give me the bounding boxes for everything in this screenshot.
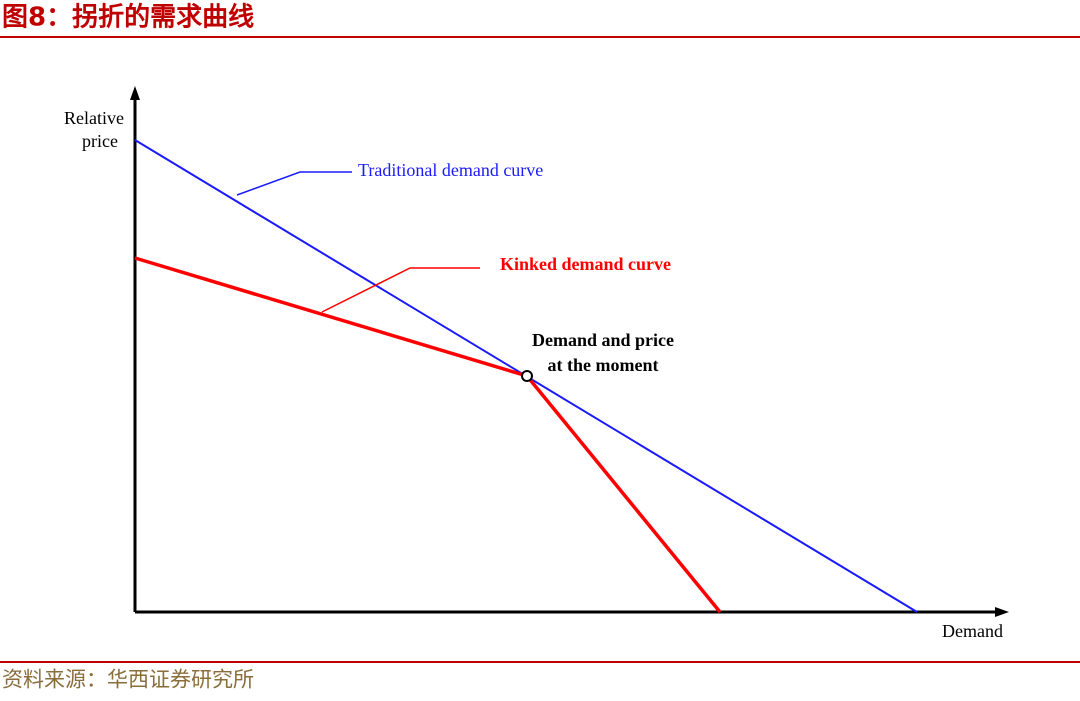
kink-point xyxy=(521,370,533,382)
y-label: price xyxy=(82,131,118,151)
annotation: Demand and price xyxy=(532,330,674,350)
annotation: at the moment xyxy=(548,355,659,375)
curve-label: Traditional demand curve xyxy=(358,160,543,180)
y-label: Relative xyxy=(64,108,124,128)
x-label: Demand xyxy=(942,621,1003,641)
y-arrow xyxy=(130,86,140,100)
diagram: Relative price Demand Traditional demand… xyxy=(64,86,1009,641)
source: 资料来源：华西证券研究所 xyxy=(2,668,254,692)
curve-label: Kinked demand curve xyxy=(500,254,671,274)
x-arrow xyxy=(995,607,1009,617)
leader-line xyxy=(321,267,480,313)
leader-line xyxy=(236,171,352,196)
title: 图8：拐折的需求曲线 xyxy=(2,2,254,33)
kinked-curve xyxy=(134,256,722,614)
